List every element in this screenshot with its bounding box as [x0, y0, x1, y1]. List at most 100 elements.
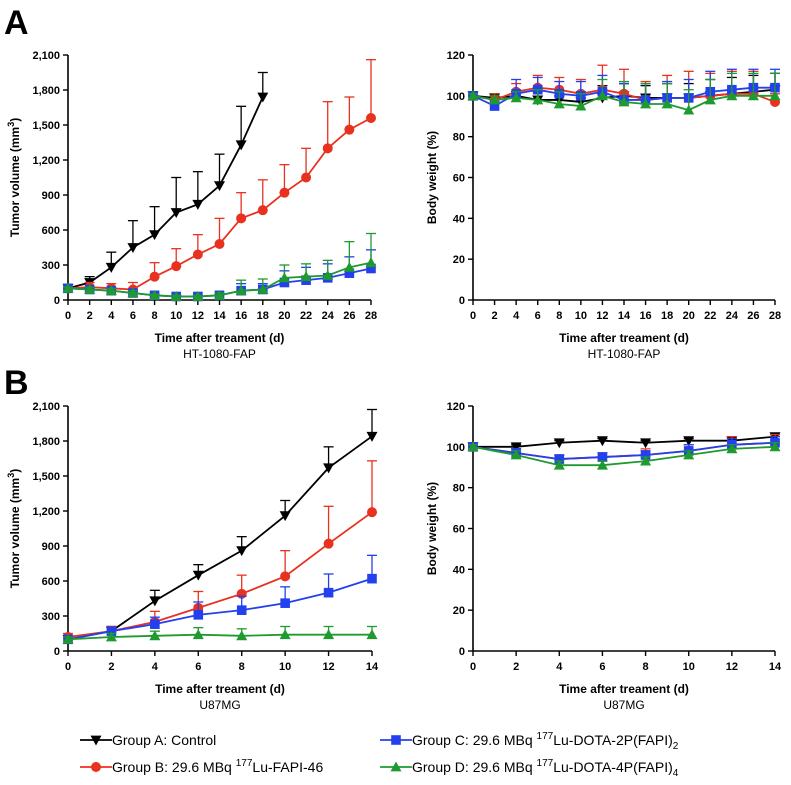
data-point-group-d	[257, 284, 269, 294]
data-point-group-b	[279, 187, 290, 198]
y-tick-label: 100	[447, 91, 465, 103]
data-point-group-d	[192, 291, 204, 301]
y-tick-label: 80	[453, 483, 465, 495]
data-point-group-d	[532, 94, 544, 105]
data-point-group-a	[596, 436, 608, 447]
data-point-group-a	[553, 438, 565, 449]
data-point-group-b	[214, 239, 225, 249]
series-line-group-a	[473, 435, 776, 448]
y-tick-label: 2,100	[32, 50, 60, 62]
data-point-group-a	[105, 262, 117, 273]
data-point-group-d	[343, 261, 355, 272]
data-point-group-d	[618, 96, 630, 107]
data-point-group-d	[747, 90, 759, 101]
x-tick-label: 12	[322, 661, 334, 673]
data-point-group-d	[322, 270, 334, 280]
series-group-d	[467, 441, 781, 470]
data-point-group-a	[149, 230, 161, 241]
x-tick-label: 22	[704, 310, 716, 322]
data-point-group-d	[704, 94, 716, 105]
x-tick-label: 10	[575, 310, 587, 322]
legend-label-group-a: Group A: Control	[112, 732, 216, 748]
data-point-group-d	[661, 98, 673, 109]
x-tick-label: 14	[769, 661, 782, 673]
x-tick-label: 12	[192, 310, 204, 322]
x-tick-label: 20	[278, 310, 290, 322]
x-tick-label: 8	[152, 310, 158, 322]
data-point-group-d	[683, 104, 695, 115]
y-tick-label: 0	[54, 646, 60, 658]
y-tick-label: 100	[447, 442, 465, 454]
y-tick-label: 2,100	[32, 401, 60, 413]
x-tick-label: 8	[556, 310, 562, 322]
x-tick-label: 0	[65, 310, 71, 322]
data-point-group-b	[280, 571, 291, 582]
data-point-group-d	[467, 441, 479, 452]
y-tick-label: 300	[42, 611, 60, 623]
data-point-group-d	[510, 449, 522, 460]
x-tick-label: 2	[513, 661, 519, 673]
x-tick-label: 14	[366, 661, 379, 673]
legend-entry-group-c: Group C: 29.6 MBq 177Lu-DOTA-2P(FAPI)2	[380, 731, 679, 752]
data-point-group-d	[769, 441, 781, 452]
x-axis-label: Time after treament (d)	[155, 682, 285, 696]
y-tick-label: 300	[42, 260, 60, 272]
data-point-group-c	[279, 277, 290, 288]
legend-marker-group-b	[80, 762, 112, 772]
data-point-group-d	[596, 459, 608, 470]
data-point-group-d	[640, 455, 652, 466]
y-tick-label: 1,800	[32, 85, 60, 97]
x-tick-label: 18	[257, 310, 269, 322]
data-point-group-d	[300, 271, 312, 282]
data-point-group-d	[84, 284, 96, 294]
x-tick-label: 16	[639, 310, 651, 322]
series-group-b	[63, 460, 377, 642]
panel-label-b: B	[4, 364, 29, 402]
x-tick-label: 6	[535, 310, 541, 322]
data-point-group-a	[236, 546, 248, 557]
data-point-group-b	[322, 143, 333, 154]
data-point-group-a	[257, 92, 269, 103]
data-point-group-b	[366, 113, 376, 123]
data-point-group-d	[726, 90, 738, 101]
y-tick-label: 600	[42, 576, 60, 588]
series-group-d	[62, 625, 378, 644]
x-tick-label: 2	[108, 661, 114, 673]
data-point-group-d	[105, 631, 117, 642]
legend-entry-group-a: Group A: Control	[80, 732, 216, 748]
data-point-group-d	[62, 282, 74, 293]
y-tick-label: 0	[54, 295, 60, 307]
y-axis-label: Body weight (%)	[425, 131, 439, 224]
series-line-group-a	[67, 96, 264, 290]
x-tick-label: 0	[470, 310, 476, 322]
x-tick-label: 10	[683, 661, 695, 673]
data-point-group-a	[192, 199, 204, 210]
x-tick-label: 0	[470, 661, 476, 673]
y-tick-label: 1,500	[32, 120, 60, 132]
x-axis-label: Time after treament (d)	[155, 331, 285, 345]
data-point-group-a	[214, 181, 225, 192]
y-tick-label: 120	[447, 401, 465, 413]
data-point-group-d	[510, 92, 522, 103]
y-axis-label: Tumor volume (mm3)	[6, 118, 22, 237]
tumor-volume-chart-u87mg: 0 300 600 900 1,200 1,500 1,800 2,100 0 2 4 6 8 10 12 1…	[6, 401, 379, 712]
data-point-group-c	[640, 450, 651, 460]
series-line-group-d	[472, 445, 776, 467]
y-tick-label: 1,200	[32, 506, 60, 518]
x-tick-label: 0	[65, 661, 71, 673]
data-point-group-a	[279, 511, 291, 522]
y-tick-label: 900	[42, 541, 60, 553]
y-tick-label: 20	[453, 605, 465, 617]
legend-label-group-c: Group C: 29.6 MBq 177Lu-DOTA-2P(FAPI)2	[412, 731, 679, 752]
x-tick-label: 28	[769, 310, 781, 322]
y-axis-label: Tumor volume (mm3)	[6, 469, 22, 588]
panel-label-a: A	[4, 4, 29, 42]
data-point-group-d	[149, 289, 161, 300]
data-point-group-d	[769, 90, 781, 101]
data-point-group-c	[344, 268, 355, 278]
data-point-group-c	[554, 454, 565, 464]
x-tick-label: 4	[556, 661, 563, 673]
y-tick-label: 60	[453, 173, 465, 185]
data-point-group-a	[127, 243, 139, 253]
